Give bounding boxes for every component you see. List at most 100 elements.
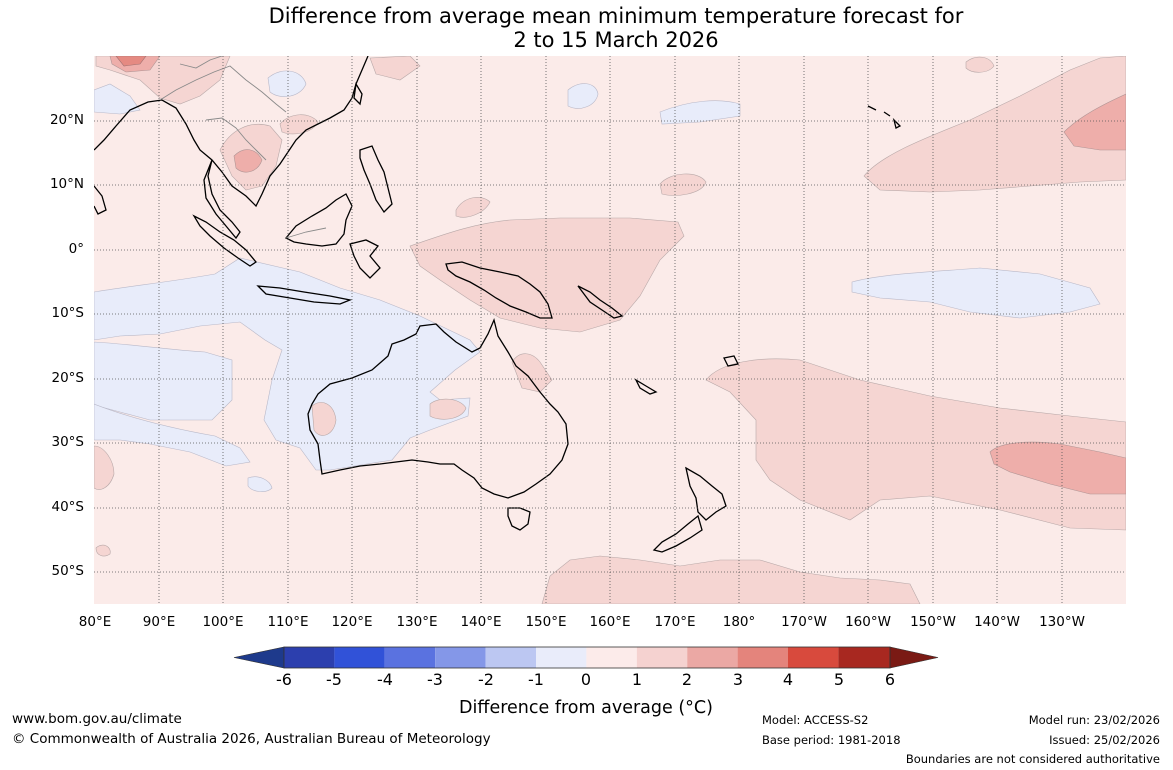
coastline-hawaii <box>867 105 902 129</box>
coastline-malay-peninsula <box>203 159 241 240</box>
coastline-new-caledonia <box>634 378 658 395</box>
lon-label-180: 180° <box>722 614 756 630</box>
colorbar-label: Difference from average (°C) <box>459 698 713 718</box>
lon-label-100e: 100°E <box>202 614 244 630</box>
warm-patch-southwest-small <box>95 544 111 557</box>
colorbar-tick: 0 <box>580 670 592 689</box>
cool-region-indian-ocean <box>94 257 481 471</box>
warm-patch-south-australia <box>429 398 467 420</box>
lat-label-20s: 20°S <box>51 370 85 386</box>
warm-patch-equator <box>455 197 491 218</box>
lat-label-30s: 30°S <box>51 434 85 450</box>
colorbar-tick: 2 <box>681 670 693 689</box>
coastline-solomon <box>577 285 624 319</box>
lon-label-150w: 150°W <box>910 614 956 630</box>
warm-core-northeast-pacific <box>1063 93 1126 151</box>
colorbar-tick: -5 <box>326 670 342 689</box>
lon-label-170e: 170°E <box>654 614 696 630</box>
cool-region-east-pacific <box>851 267 1101 319</box>
lon-label-130w: 130°W <box>1039 614 1085 630</box>
lon-label-110e: 110°E <box>267 614 309 630</box>
colorbar-tick: -3 <box>427 670 443 689</box>
map-title: Difference from average mean minimum tem… <box>0 4 1173 52</box>
coastline-australia <box>307 317 569 499</box>
colorbar-bin-7 <box>586 647 637 668</box>
cool-patch-northwest <box>94 83 141 115</box>
warm-core-indochina <box>233 149 263 173</box>
colorbar-tick: -4 <box>377 670 393 689</box>
colorbar-tick: 3 <box>732 670 744 689</box>
website-link[interactable]: www.bom.gov.au/climate <box>12 711 182 727</box>
graticule <box>94 56 1126 604</box>
colorbar-tick: 5 <box>833 670 845 689</box>
title-line-2: 2 to 15 March 2026 <box>513 28 719 52</box>
colorbar-tick: -6 <box>276 670 292 689</box>
lon-label-170w: 170°W <box>781 614 827 630</box>
colorbar-tick: 1 <box>631 670 643 689</box>
cool-region-southern-indian <box>94 341 233 421</box>
coastline-mainland-asia <box>94 56 369 208</box>
colorbar-extend-right <box>889 646 939 669</box>
lat-label-50s: 50°S <box>51 563 85 579</box>
boundaries-disclaimer: Boundaries are not considered authoritat… <box>905 752 1160 766</box>
lon-label-150e: 150°E <box>525 614 567 630</box>
warm-peak-himalaya <box>115 56 147 67</box>
lat-label-0: 0° <box>68 241 84 257</box>
issued-date: Issued: 25/02/2026 <box>1049 733 1160 747</box>
country-borders <box>159 56 327 239</box>
lon-label-160e: 160°E <box>589 614 631 630</box>
lat-label-10n: 10°N <box>49 176 84 192</box>
cool-patch-small <box>247 476 273 492</box>
colorbar-bin-8 <box>636 647 688 668</box>
colorbar-bin-6 <box>536 647 587 668</box>
coastline-new-zealand-south <box>652 514 703 553</box>
lon-label-80e: 80°E <box>78 614 112 630</box>
colorbar-bin-9 <box>687 647 738 668</box>
coastlines <box>94 56 902 553</box>
warm-core-south-pacific <box>989 441 1126 495</box>
warm-region-coral-sea <box>511 353 553 393</box>
colorbar-bin-12 <box>838 647 891 668</box>
cool-region-south-west <box>94 403 251 467</box>
lon-label-140w: 140°W <box>974 614 1020 630</box>
lon-label-130e: 130°E <box>396 614 438 630</box>
coastline-philippines <box>359 145 393 214</box>
warm-patch-far-west <box>94 445 115 490</box>
coastline-tasmania <box>507 507 531 531</box>
colorbar-tick: 4 <box>782 670 794 689</box>
coastline-java <box>256 285 353 305</box>
warm-patch-north-central <box>369 56 421 81</box>
base-period: Base period: 1981-2018 <box>762 733 901 747</box>
colorbar-bin-1 <box>284 647 335 668</box>
warm-region-tasman-south <box>541 555 921 604</box>
colorbar-extend-left <box>233 646 285 669</box>
warm-patch-west-australia <box>311 402 337 436</box>
coastline-borneo <box>284 193 353 247</box>
colorbar-tick: -2 <box>478 670 494 689</box>
coastline-india-tip <box>94 185 107 215</box>
lon-label-160w: 160°W <box>845 614 891 630</box>
lon-label-90e: 90°E <box>142 614 176 630</box>
lat-label-20n: 20°N <box>49 112 84 128</box>
coastline-taiwan <box>353 82 363 106</box>
coastline-fiji <box>723 355 739 367</box>
colorbar-bin-2 <box>334 647 385 668</box>
colorbar-bin-11 <box>788 647 839 668</box>
colorbar-bin-10 <box>737 647 788 668</box>
coastline-sulawesi <box>349 239 381 279</box>
title-line-1: Difference from average mean minimum tem… <box>268 4 964 28</box>
copyright-text: © Commonwealth of Australia 2026, Austra… <box>12 731 491 747</box>
warm-region-northeast-pacific <box>863 56 1126 193</box>
cool-patch-north-3 <box>267 70 307 97</box>
warm-patch-north-east <box>965 56 995 73</box>
colorbar-bin-4 <box>435 647 486 668</box>
colorbar-bin-3 <box>384 647 436 668</box>
warm-region-central-pacific <box>409 217 685 333</box>
lon-label-140e: 140°E <box>460 614 502 630</box>
model-run-date: Model run: 23/02/2026 <box>1028 713 1160 727</box>
colorbar-tick: 6 <box>884 670 896 689</box>
cool-patch-north-2 <box>659 100 741 125</box>
coastline-sumatra <box>192 214 257 267</box>
